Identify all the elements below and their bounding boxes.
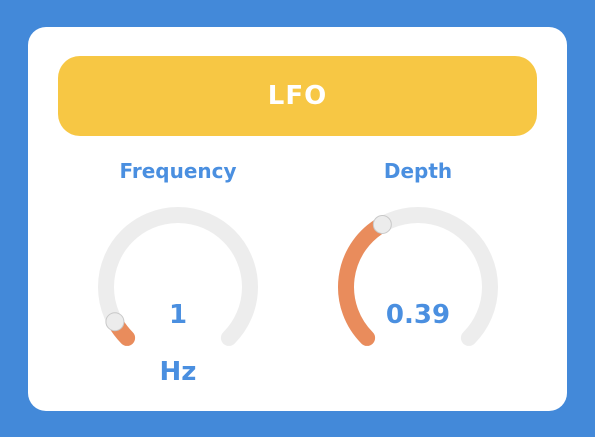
depth-knob-fill — [338, 216, 391, 346]
frequency-knob-track — [98, 207, 258, 346]
depth-value: 0.39 — [385, 300, 451, 330]
frequency-label: Frequency — [119, 159, 237, 183]
frequency-unit: Hz — [159, 357, 197, 387]
frequency-knob[interactable] — [88, 197, 268, 367]
frequency-knob-handle[interactable] — [105, 312, 125, 332]
frequency-knob-group: Frequency 1 Hz — [88, 157, 268, 387]
lfo-panel: LFO Frequency 1 Hz Depth 0.39 — [28, 27, 567, 411]
depth-label: Depth — [383, 159, 453, 183]
frequency-value: 1 — [168, 300, 188, 330]
depth-knob[interactable] — [328, 197, 508, 367]
lfo-header: LFO — [58, 56, 537, 136]
lfo-title: LFO — [267, 81, 328, 111]
depth-knob-handle[interactable] — [372, 214, 392, 234]
depth-knob-group: Depth 0.39 — [328, 157, 508, 387]
